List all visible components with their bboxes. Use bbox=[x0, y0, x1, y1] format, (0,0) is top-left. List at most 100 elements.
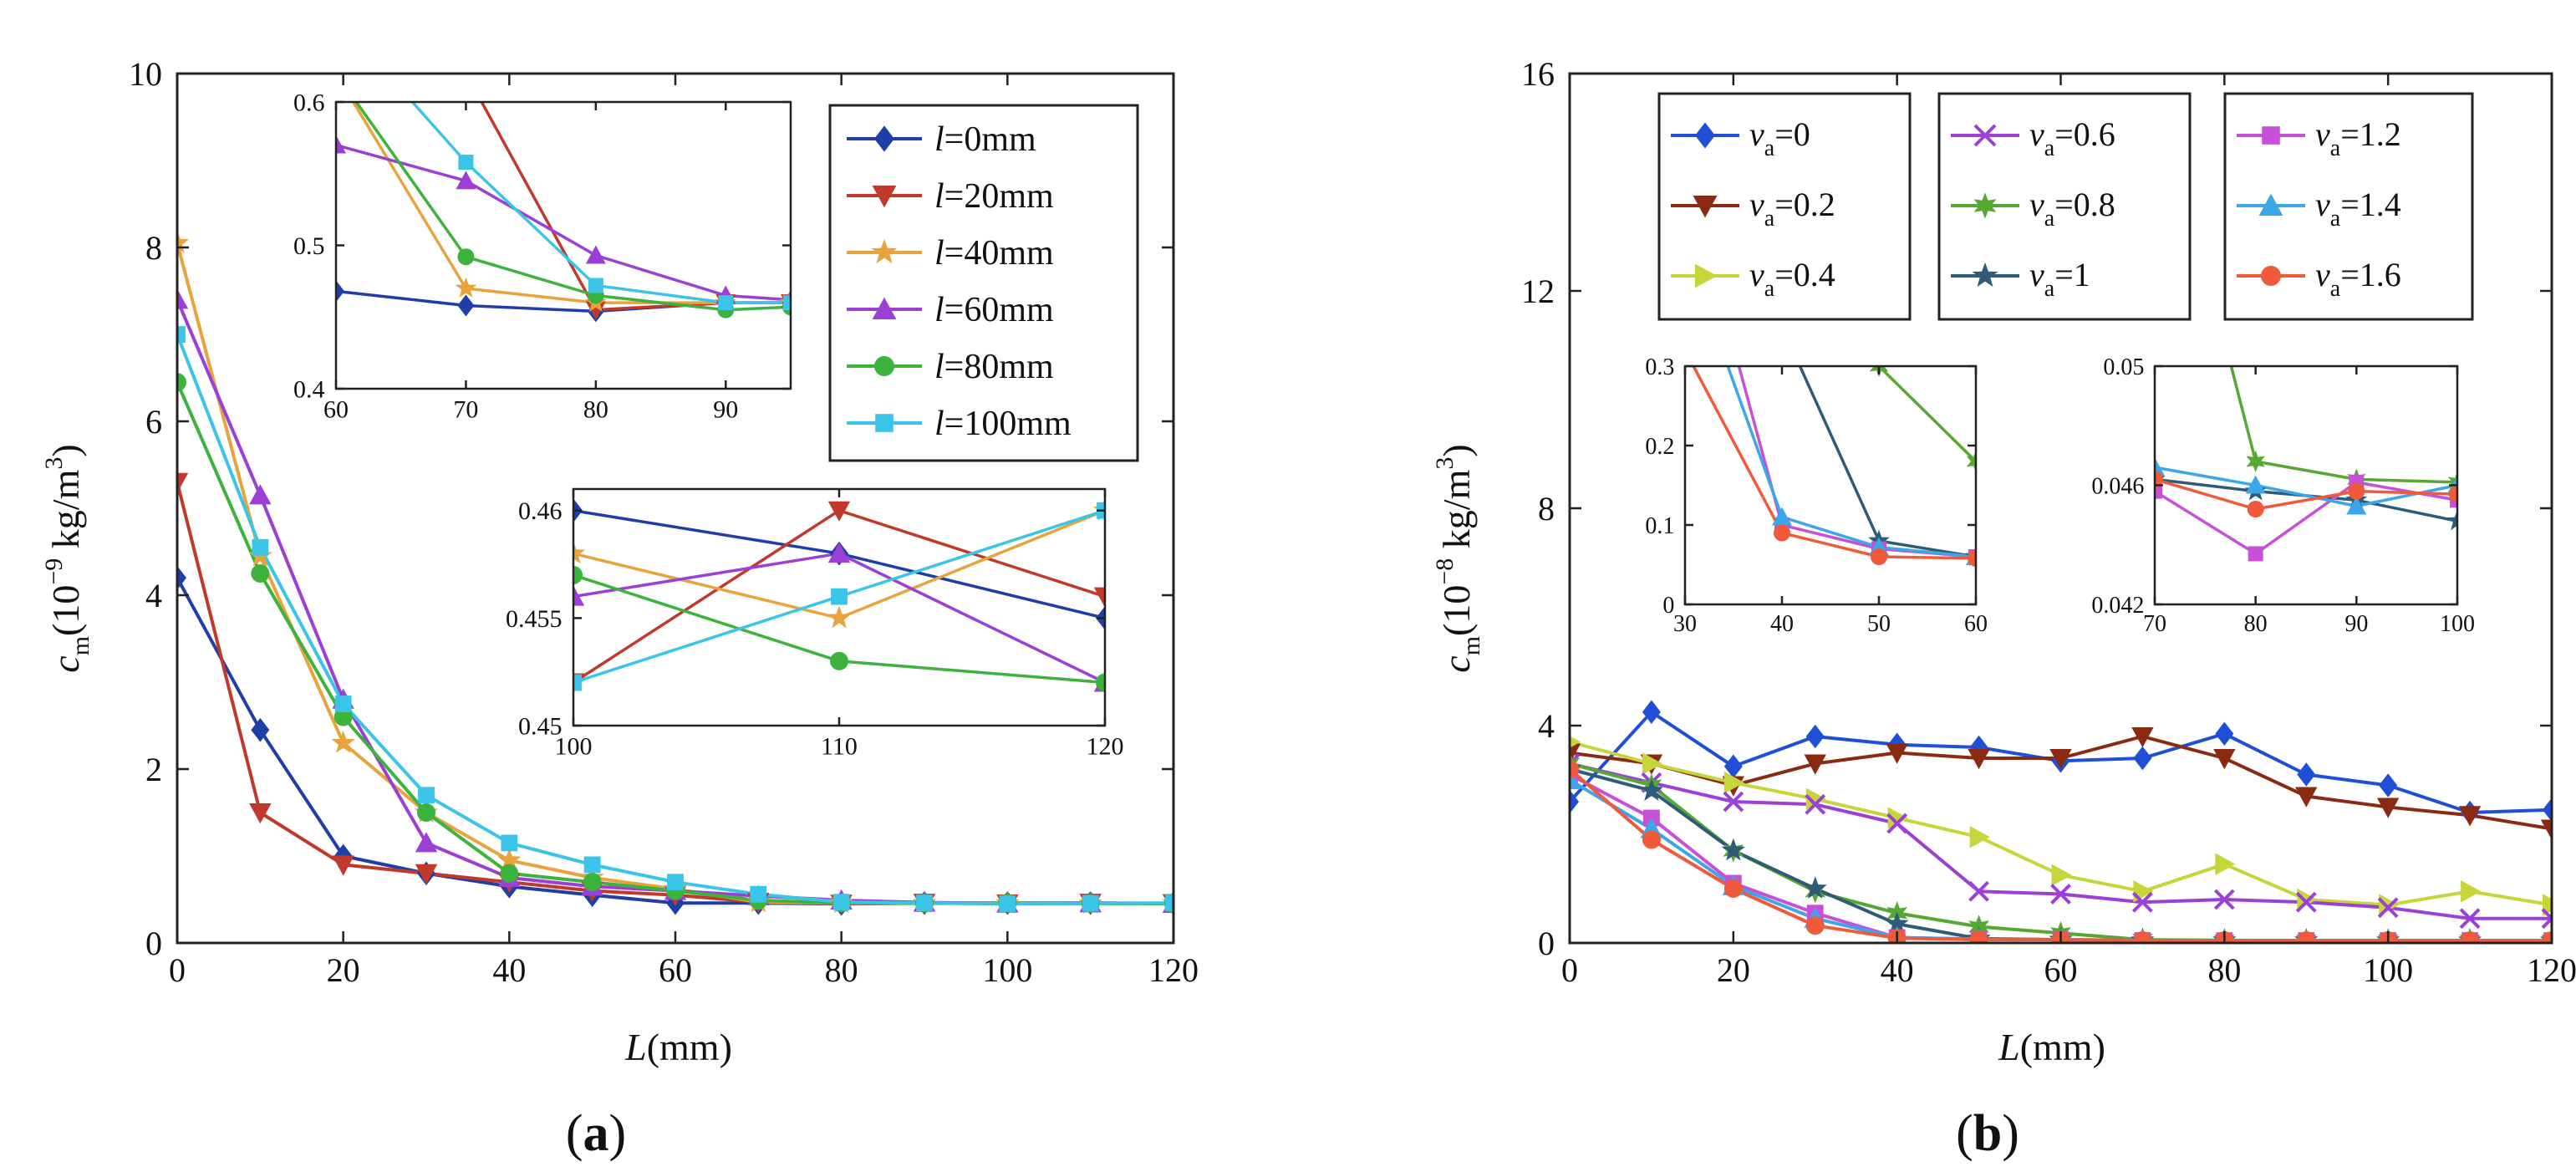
data-point-1-2 bbox=[332, 855, 354, 876]
legend-marker-2 bbox=[1695, 263, 1718, 288]
series-line-4 bbox=[1692, 366, 1976, 560]
legend-marker-8 bbox=[2261, 266, 2281, 286]
legend-marker-1 bbox=[872, 186, 897, 208]
data-point-7-0 bbox=[1570, 768, 1581, 789]
legend-label-0: va=0 bbox=[1749, 115, 1810, 161]
plot-area bbox=[336, 102, 791, 389]
x-tick-label: 100 bbox=[555, 733, 593, 761]
legend-label-1: va=0.2 bbox=[1749, 186, 1835, 232]
y-tick-label: 16 bbox=[1521, 55, 1555, 93]
legend-label-4: va=0.8 bbox=[2029, 186, 2115, 232]
y-tick-label: 4 bbox=[145, 577, 162, 614]
data-point-0-3 bbox=[1805, 724, 1825, 749]
y-tick-label: 0.6 bbox=[293, 89, 325, 117]
x-tick-label: 120 bbox=[2527, 951, 2576, 989]
data-point-2-1 bbox=[2248, 546, 2263, 562]
series-line-2 bbox=[2155, 481, 2457, 556]
data-point-5-9 bbox=[916, 894, 933, 912]
x-tick-label: 80 bbox=[2207, 951, 2241, 989]
x-tick-label: 40 bbox=[492, 951, 526, 989]
legend-label-2: l=40mm bbox=[934, 234, 1054, 273]
data-point-3-9 bbox=[2295, 891, 2317, 913]
data-point-5-2 bbox=[588, 278, 603, 293]
data-point-4-5 bbox=[583, 873, 602, 892]
data-point-3-3 bbox=[415, 832, 438, 853]
data-point-2-4 bbox=[1887, 807, 1908, 829]
legend-label-2: va=0.4 bbox=[1749, 256, 1835, 302]
data-point-0-10 bbox=[2379, 773, 2398, 797]
data-point-2-5 bbox=[1969, 826, 1990, 848]
data-point-4-3 bbox=[1968, 549, 1976, 567]
y-tick-label: 0 bbox=[1662, 593, 1674, 619]
data-point-3-0 bbox=[336, 135, 346, 154]
data-point-5-0 bbox=[573, 674, 582, 691]
x-tick-label: 0 bbox=[1561, 951, 1578, 989]
y-tick-label: 8 bbox=[145, 229, 162, 267]
series-line-0 bbox=[1877, 366, 1976, 463]
x-tick-label: 90 bbox=[713, 396, 738, 424]
y-tick-label: 0.046 bbox=[2091, 473, 2144, 499]
data-point-3-4 bbox=[1886, 813, 1908, 834]
data-point-1-0 bbox=[1570, 743, 1581, 764]
data-point-1-3 bbox=[2446, 509, 2457, 531]
panel-b-legend: va=0 va=0.2 va=0.4 va=0.6 va=0.8 va=1 va=1.2 va… bbox=[1657, 92, 2474, 321]
data-point-2-0 bbox=[2155, 483, 2162, 499]
data-point-4-1 bbox=[2247, 501, 2264, 517]
data-point-2-3 bbox=[1805, 787, 1826, 810]
data-point-0-1 bbox=[457, 294, 475, 317]
data-point-0-2 bbox=[1966, 451, 1976, 472]
data-point-4-0 bbox=[2155, 471, 2163, 488]
series-line-3 bbox=[1726, 366, 1976, 558]
data-point-1-12 bbox=[2540, 819, 2552, 840]
x-tick-label: 20 bbox=[327, 951, 360, 989]
data-point-2-0 bbox=[573, 541, 586, 564]
x-tick-label: 90 bbox=[2344, 611, 2368, 637]
data-point-4-2 bbox=[1096, 673, 1105, 692]
data-point-4-2 bbox=[333, 707, 353, 726]
data-point-5-1 bbox=[1639, 778, 1663, 801]
data-point-0-7 bbox=[2133, 746, 2152, 771]
data-point-4-1 bbox=[1774, 524, 1790, 542]
panel-b-label: (b) bbox=[1956, 1105, 2019, 1162]
y-tick-label: 0.2 bbox=[1645, 434, 1674, 460]
y-tick-label: 0.4 bbox=[293, 376, 325, 404]
y-tick-label: 4 bbox=[1538, 707, 1555, 745]
data-point-8-5 bbox=[1969, 930, 1988, 943]
data-point-5-0 bbox=[177, 326, 186, 343]
data-point-0-2 bbox=[1723, 754, 1743, 779]
x-tick-label: 50 bbox=[1867, 611, 1891, 637]
data-point-5-7 bbox=[750, 885, 767, 903]
legend-marker-4 bbox=[1973, 192, 1997, 219]
series-line-1 bbox=[1798, 366, 1976, 558]
data-point-5-10 bbox=[999, 895, 1016, 912]
data-point-8-2 bbox=[1723, 879, 1743, 898]
data-point-3-7 bbox=[2132, 891, 2153, 913]
data-point-1-10 bbox=[2376, 797, 2400, 818]
data-point-2-1 bbox=[455, 277, 477, 298]
data-point-0-0 bbox=[1570, 789, 1579, 814]
data-point-3-1 bbox=[1772, 507, 1792, 526]
data-point-0-9 bbox=[2297, 762, 2316, 787]
data-point-3-2 bbox=[1723, 791, 1744, 813]
data-point-3-2 bbox=[585, 245, 606, 264]
data-point-3-1 bbox=[249, 484, 272, 505]
y-tick-label: 8 bbox=[1538, 490, 1555, 527]
legend-label-8: va=1.6 bbox=[2315, 256, 2401, 302]
data-point-0-5 bbox=[1969, 735, 1988, 760]
panel-b-ylabel: cm(10−8 kg/m3) bbox=[1431, 444, 1485, 672]
y-tick-label: 0.46 bbox=[518, 497, 563, 525]
data-point-5-11 bbox=[1082, 894, 1099, 912]
series-line-3 bbox=[2155, 466, 2457, 508]
data-point-3-6 bbox=[2050, 884, 2071, 904]
y-tick-label: 0.5 bbox=[293, 232, 325, 260]
data-point-1-11 bbox=[2458, 806, 2482, 827]
data-point-3-10 bbox=[2377, 897, 2399, 919]
legend-marker-5 bbox=[875, 414, 893, 432]
data-point-3-0 bbox=[177, 288, 189, 309]
data-point-3-0 bbox=[573, 585, 585, 606]
data-point-5-6 bbox=[667, 874, 684, 891]
data-point-3-1 bbox=[2245, 475, 2266, 494]
data-point-5-3 bbox=[418, 787, 435, 804]
x-tick-label: 70 bbox=[453, 396, 478, 424]
